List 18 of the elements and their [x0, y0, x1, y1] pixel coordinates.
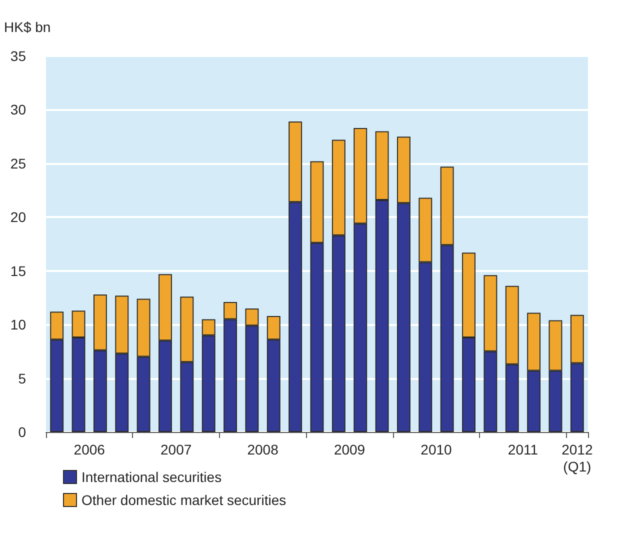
x-tick-label: 2010	[420, 442, 452, 458]
x-tick-label: 2009	[334, 442, 366, 458]
y-tick-label: 15	[10, 262, 26, 279]
x-tick-label: 2008	[247, 442, 279, 458]
y-axis-title: HK$ bn	[4, 19, 51, 35]
y-tick-label: 35	[10, 48, 26, 64]
legend-label: Other domestic market securities	[82, 492, 286, 508]
x-tick-label: 2012 (Q1)	[562, 442, 593, 474]
x-tick-label: 2007	[160, 442, 192, 458]
y-tick-label: 10	[10, 316, 26, 333]
x-tick-label: 2006	[74, 442, 106, 458]
y-tick-label: 0	[18, 424, 26, 440]
x-tick-label: 2011	[508, 442, 538, 458]
legend-label: International securities	[82, 469, 222, 485]
y-tick-label: 20	[10, 209, 26, 226]
y-tick-label: 30	[10, 102, 26, 118]
y-tick-label: 25	[10, 155, 26, 172]
y-tick-label: 5	[18, 370, 26, 386]
